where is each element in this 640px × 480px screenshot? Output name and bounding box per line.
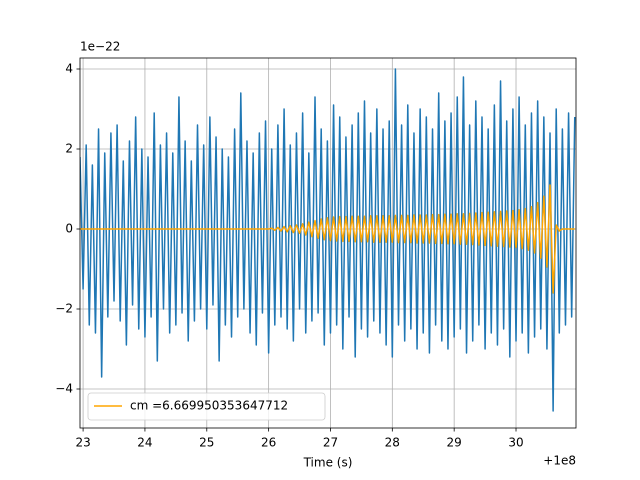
x-tick-label: 24 [137,436,152,450]
legend: cm =6.669950353647712 [87,392,326,421]
x-tick-label: 26 [261,436,276,450]
x-tick-label: 27 [323,436,338,450]
axes-frame [79,57,577,429]
x-tick-label: 25 [199,436,214,450]
y-offset-label: 1e−22 [80,40,120,54]
y-tick-label: −4 [55,382,73,396]
y-tick-label: 2 [65,142,73,156]
plot-area [80,68,576,412]
data-line [80,68,576,412]
x-tick-label: 23 [75,436,90,450]
x-axis-label: Time (s) [303,456,353,470]
data-line [80,184,575,294]
legend-box [87,392,326,421]
legend-label: cm =6.669950353647712 [130,399,288,413]
x-tick-label: 28 [385,436,400,450]
x-tick-label: 29 [447,436,462,450]
y-tick-label: 0 [65,222,73,236]
x-offset-label: +1e8 [543,454,576,468]
y-tick-label: 4 [65,62,73,76]
y-tick-label: −2 [55,302,73,316]
x-tick-label: 30 [508,436,523,450]
